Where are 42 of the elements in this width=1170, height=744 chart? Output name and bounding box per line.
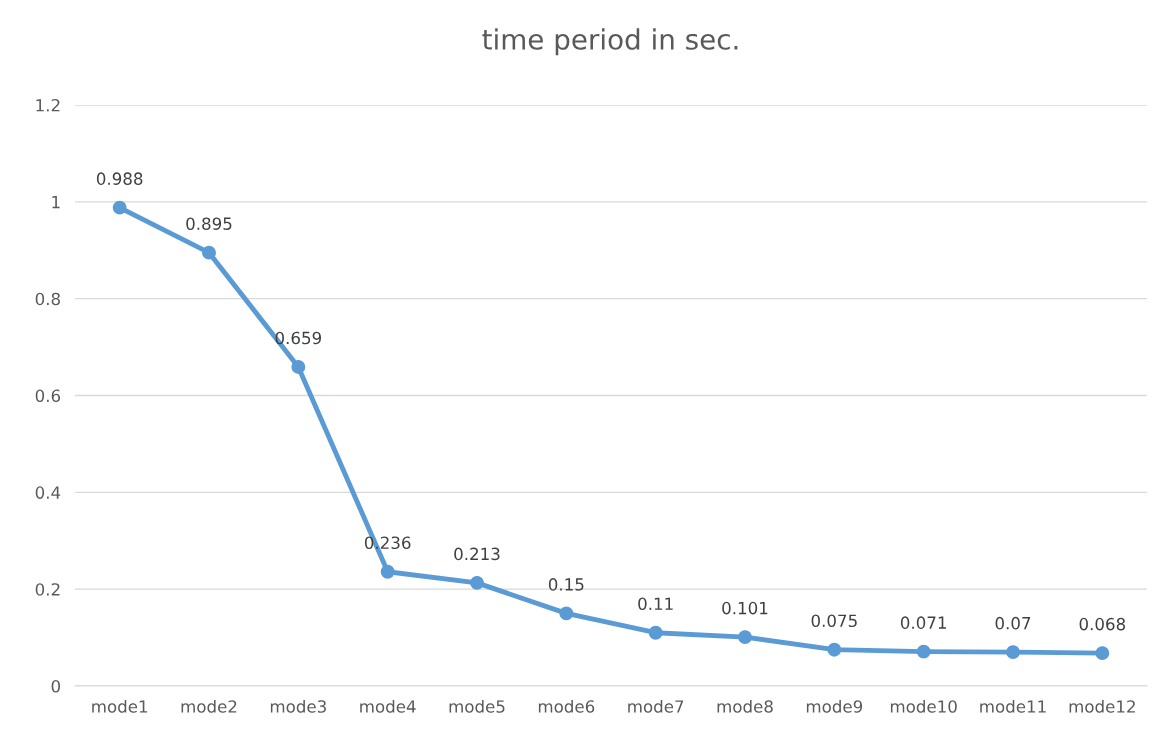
x-tick-label: mode5 <box>449 699 505 713</box>
data-label: 0.15 <box>548 578 584 591</box>
data-label: 0.068 <box>1079 617 1126 631</box>
point <box>916 644 931 659</box>
point <box>112 200 127 215</box>
point <box>559 606 574 621</box>
y-tick-label: 0.2 <box>35 583 60 596</box>
data-label: 0.213 <box>454 547 500 561</box>
point <box>1006 645 1020 660</box>
data-label: 0.988 <box>96 172 143 185</box>
x-tick-label: mode12 <box>1069 699 1135 713</box>
x-tick-label: mode11 <box>980 699 1046 713</box>
x-tick-label: mode7 <box>628 699 684 713</box>
y-tick-label: 1.2 <box>36 98 60 112</box>
data-label: 0.11 <box>638 597 673 611</box>
point <box>202 245 216 260</box>
x-tick-label: mode9 <box>806 699 863 713</box>
chart-title: time period in sec. <box>482 28 738 56</box>
point <box>827 642 842 657</box>
x-tick-label: mode1 <box>92 699 148 713</box>
x-tick-label: mode6 <box>538 699 595 713</box>
point <box>648 625 663 640</box>
data-label: 0.07 <box>995 616 1031 630</box>
x-tick-label: mode8 <box>717 699 773 713</box>
y-tick-label: 0 <box>51 679 60 693</box>
point <box>291 359 306 374</box>
point <box>380 564 395 579</box>
y-tick-label: 0.4 <box>35 486 61 499</box>
data-label: 0.101 <box>722 601 768 615</box>
x-tick-label: mode4 <box>360 699 416 713</box>
x-tick-label: mode2 <box>181 699 237 713</box>
data-label: 0.075 <box>811 614 857 628</box>
x-tick-label: mode10 <box>890 699 957 713</box>
y-tick-label: 0.8 <box>35 292 60 306</box>
x-tick-label: mode3 <box>270 699 326 713</box>
y-tick-label: 0.6 <box>35 389 61 403</box>
data-label: 0.895 <box>186 217 232 230</box>
point <box>470 575 484 590</box>
y-tick-label: 1 <box>52 196 60 209</box>
point <box>738 630 752 645</box>
point <box>1095 646 1110 661</box>
data-label: 0.071 <box>900 616 946 629</box>
